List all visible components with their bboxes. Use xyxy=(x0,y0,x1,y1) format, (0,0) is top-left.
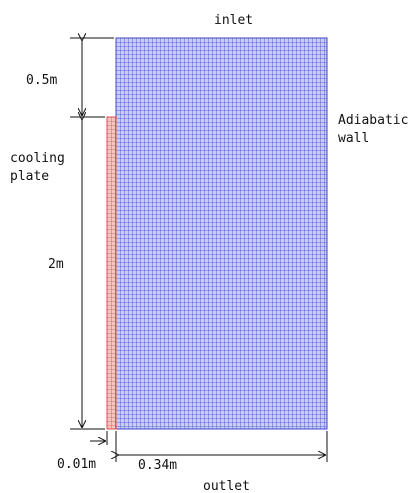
adiabatic-wall-label-line1: Adiabatic xyxy=(338,113,408,128)
dimension-lines xyxy=(70,38,328,462)
dim-plate-width-label: 0.01m xyxy=(57,457,96,472)
dim-fluid-width-label: 0.34m xyxy=(138,458,177,473)
adiabatic-wall-label-line2: wall xyxy=(338,131,369,146)
dim-top-height-label: 0.5m xyxy=(26,73,57,88)
cooling-plate-label-line2: plate xyxy=(10,169,49,184)
labels: inlet outlet Adiabatic wall cooling plat… xyxy=(10,13,408,493)
dim-plate-height-label: 2m xyxy=(48,257,64,272)
cooling-plate-label-line1: cooling xyxy=(10,151,65,166)
inlet-label: inlet xyxy=(214,13,253,28)
fluid-domain-mesh xyxy=(115,37,328,430)
cooling-plate-mesh xyxy=(106,116,117,430)
outlet-label: outlet xyxy=(203,479,250,493)
